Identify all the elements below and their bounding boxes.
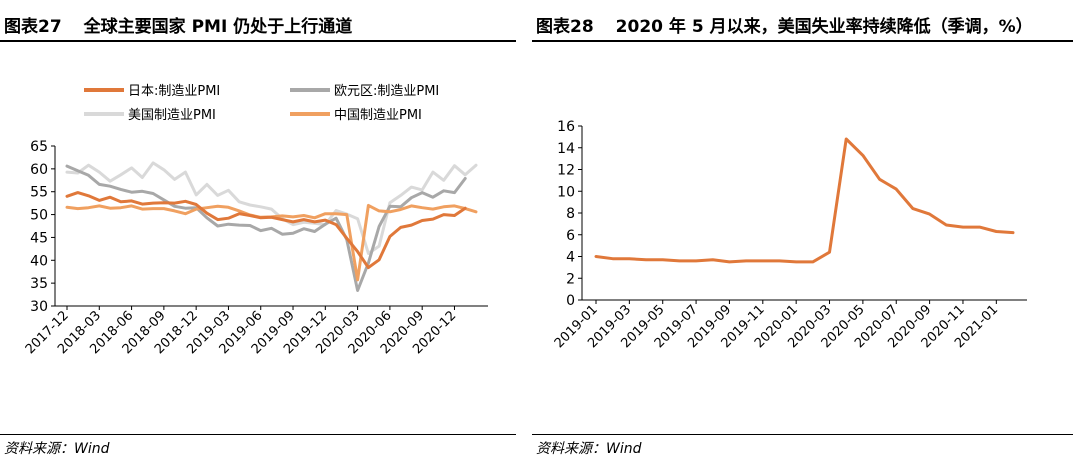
unemployment-y-tick-label: 2 [566, 271, 575, 287]
unemployment-y-tick-label: 6 [566, 228, 575, 244]
left-source-rule [0, 434, 516, 435]
right-figure-label: 图表28 [536, 17, 594, 37]
right-source: 资料来源：Wind [536, 441, 642, 457]
legend-label-0: 日本:制造业PMI [128, 84, 220, 99]
unemployment-y-tick-label: 0 [566, 293, 575, 309]
unemployment-y-tick-label: 8 [566, 206, 575, 222]
pmi-y-tick-label: 45 [30, 230, 48, 246]
right-chart-title: 图表28 2020 年 5 月以来，美国失业率持续降低（季调，%） [536, 12, 1033, 37]
pmi-y-tick-label: 60 [30, 162, 48, 178]
left-figure-label: 图表27 [4, 17, 62, 37]
unemployment-y-tick-label: 12 [557, 163, 575, 179]
left-source: 资料来源：Wind [4, 441, 110, 457]
pmi-y-tick-label: 65 [30, 139, 48, 155]
pmi-line-chart: 日本:制造业PMI 欧元区:制造业PMI 美国制造业PMI 中国制造业PMI 30 35 4… [23, 84, 488, 357]
legend-label-2: 美国制造业PMI [128, 108, 216, 123]
pmi-y-tick-label: 40 [30, 253, 48, 269]
unemployment-y-tick-label: 16 [557, 119, 575, 135]
right-title-rule [532, 40, 1073, 42]
right-source-rule [532, 434, 1073, 435]
unemployment-y-tick-label: 14 [557, 141, 575, 157]
legend-label-3: 中国制造业PMI [334, 108, 422, 123]
pmi-series-0-line [65, 191, 467, 270]
unemployment-line-chart: 02468101214162019-012019-032019-052019-0… [552, 119, 1027, 351]
legend-label-1: 欧元区:制造业PMI [334, 84, 439, 99]
pmi-y-tick-label: 35 [30, 276, 48, 292]
left-chart-panel: 图表27 全球主要国家 PMI 仍处于上行通道 日本:制造业PMI 欧元区:制造业P… [0, 0, 522, 469]
unemployment-y-tick-label: 10 [557, 184, 575, 200]
right-title-text: 2020 年 5 月以来，美国失业率持续降低（季调，%） [615, 17, 1033, 37]
unemployment-y-tick-label: 4 [566, 250, 575, 266]
left-title-text: 全球主要国家 PMI 仍处于上行通道 [83, 17, 353, 37]
unemployment-series-0-line [594, 137, 1015, 264]
left-chart-title: 图表27 全球主要国家 PMI 仍处于上行通道 [4, 12, 352, 37]
pmi-y-tick-label: 55 [30, 185, 48, 201]
pmi-y-tick-label: 30 [30, 299, 48, 315]
right-chart-panel: 图表28 2020 年 5 月以来，美国失业率持续降低（季调，%） 0 2 4 6 8 10… [532, 0, 1079, 469]
pmi-series-2-line [65, 161, 478, 255]
pmi-y-tick-label: 50 [30, 208, 48, 224]
pmi-series-1-line [65, 164, 467, 292]
left-title-rule [0, 40, 516, 42]
